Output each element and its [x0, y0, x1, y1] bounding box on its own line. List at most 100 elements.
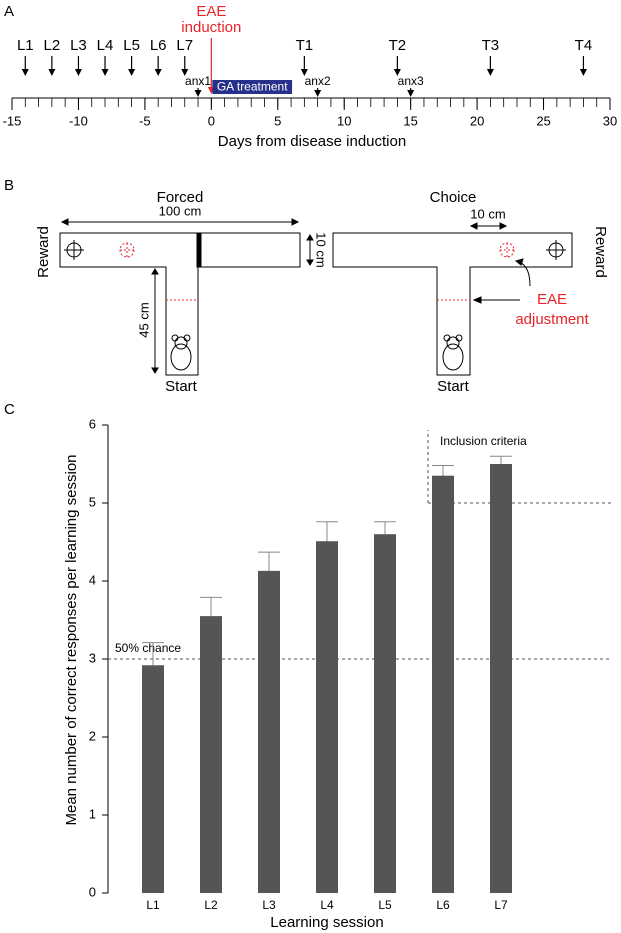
arrowheads — [469, 222, 508, 230]
y-tick-label: 0 — [89, 884, 96, 899]
bar — [432, 475, 454, 893]
x-tick-label: L1 — [146, 898, 160, 912]
reward-label: Reward — [35, 226, 52, 278]
event-arrow-head — [486, 69, 494, 76]
x-tick-label: 5 — [274, 113, 281, 128]
x-axis-title: Days from disease induction — [218, 133, 406, 150]
induction-label: induction — [181, 19, 241, 36]
t-maze — [59, 232, 301, 376]
y-tick-label: 3 — [89, 650, 96, 665]
anxiety-label: anx3 — [398, 74, 424, 88]
y-tick-label: 4 — [89, 572, 96, 587]
x-tick-label: 25 — [536, 113, 550, 128]
dimension-label: 45 cm — [136, 302, 151, 337]
x-tick-label: -10 — [69, 113, 88, 128]
x-tick-label: L7 — [494, 898, 508, 912]
event-label: L7 — [176, 37, 193, 54]
arrowheads — [306, 234, 314, 266]
dimension-label: 10 cm — [314, 232, 329, 267]
induction-label: EAE — [196, 3, 226, 20]
dimension-label: 10 cm — [470, 206, 505, 221]
event-label: L5 — [123, 37, 140, 54]
x-axis-title: Learning session — [270, 914, 383, 931]
x-tick-label: 0 — [208, 113, 215, 128]
anxiety-arrow-head — [314, 90, 322, 97]
arrowheads — [151, 268, 159, 374]
x-tick-label: 10 — [337, 113, 351, 128]
event-arrow-head — [300, 69, 308, 76]
event-arrow-head — [393, 69, 401, 76]
x-tick-label: -15 — [3, 113, 22, 128]
maze-title: Forced — [157, 189, 204, 206]
treatment-bar — [212, 80, 293, 94]
treatment-label: GA treatment — [217, 80, 288, 94]
event-label: T3 — [482, 37, 500, 54]
start-label: Start — [437, 378, 470, 395]
event-label: L1 — [17, 37, 34, 54]
event-arrow-head — [128, 69, 136, 76]
barrier — [196, 232, 202, 268]
event-label: L3 — [70, 37, 87, 54]
anxiety-arrow-head — [407, 90, 415, 97]
event-label: T1 — [296, 37, 314, 54]
event-arrow-head — [21, 69, 29, 76]
y-axis-title: Mean number of correct responses per lea… — [63, 454, 80, 825]
reference-label: 50% chance — [115, 641, 181, 655]
x-tick-label: L2 — [204, 898, 218, 912]
anxiety-arrow-head — [194, 90, 202, 97]
panel-label: C — [4, 401, 15, 418]
dimension-label: 100 cm — [159, 203, 202, 218]
mouse-icon — [442, 334, 464, 371]
bar — [316, 541, 338, 893]
bar — [490, 464, 512, 893]
x-tick-label: L6 — [436, 898, 450, 912]
bar — [200, 616, 222, 893]
panel-label: A — [4, 3, 14, 20]
bar — [258, 570, 280, 893]
y-tick-label: 2 — [89, 728, 96, 743]
reward-label: Reward — [592, 226, 609, 278]
forced-maze — [59, 218, 314, 376]
choice-maze — [332, 222, 573, 376]
bar — [142, 665, 164, 893]
pointer-arrow — [518, 261, 531, 287]
panel-label: B — [4, 177, 14, 194]
event-arrow-head — [579, 69, 587, 76]
event-arrow-head — [74, 69, 82, 76]
arrowheads — [60, 218, 300, 226]
mouse-icon — [170, 334, 192, 371]
anxiety-label: anx2 — [305, 74, 331, 88]
x-tick-label: 15 — [403, 113, 417, 128]
event-label: L6 — [150, 37, 167, 54]
reference-label: Inclusion criteria — [440, 434, 527, 448]
x-tick-label: L4 — [320, 898, 334, 912]
adjustment-label: adjustment — [515, 311, 589, 328]
start-label: Start — [165, 378, 198, 395]
y-tick-label: 1 — [89, 806, 96, 821]
event-arrow-head — [181, 69, 189, 76]
adjusted-target — [499, 242, 515, 258]
x-tick-label: 30 — [603, 113, 617, 128]
event-label: L4 — [97, 37, 114, 54]
anxiety-label: anx1 — [185, 74, 211, 88]
event-label: L2 — [44, 37, 61, 54]
event-arrow-head — [48, 69, 56, 76]
event-arrow-head — [101, 69, 109, 76]
arrowheads — [514, 258, 524, 266]
maze-title: Choice — [430, 189, 477, 206]
y-tick-label: 6 — [89, 416, 96, 431]
bar — [374, 534, 396, 893]
x-tick-label: -5 — [139, 113, 151, 128]
event-arrow-head — [154, 69, 162, 76]
x-tick-label: 20 — [470, 113, 484, 128]
event-label: T4 — [575, 37, 593, 54]
t-maze — [332, 232, 573, 376]
adjustment-label: EAE — [537, 291, 567, 308]
x-tick-label: L3 — [262, 898, 276, 912]
arrowheads — [472, 296, 482, 304]
y-tick-label: 5 — [89, 494, 96, 509]
x-tick-label: L5 — [378, 898, 392, 912]
adjusted-target — [119, 242, 135, 258]
